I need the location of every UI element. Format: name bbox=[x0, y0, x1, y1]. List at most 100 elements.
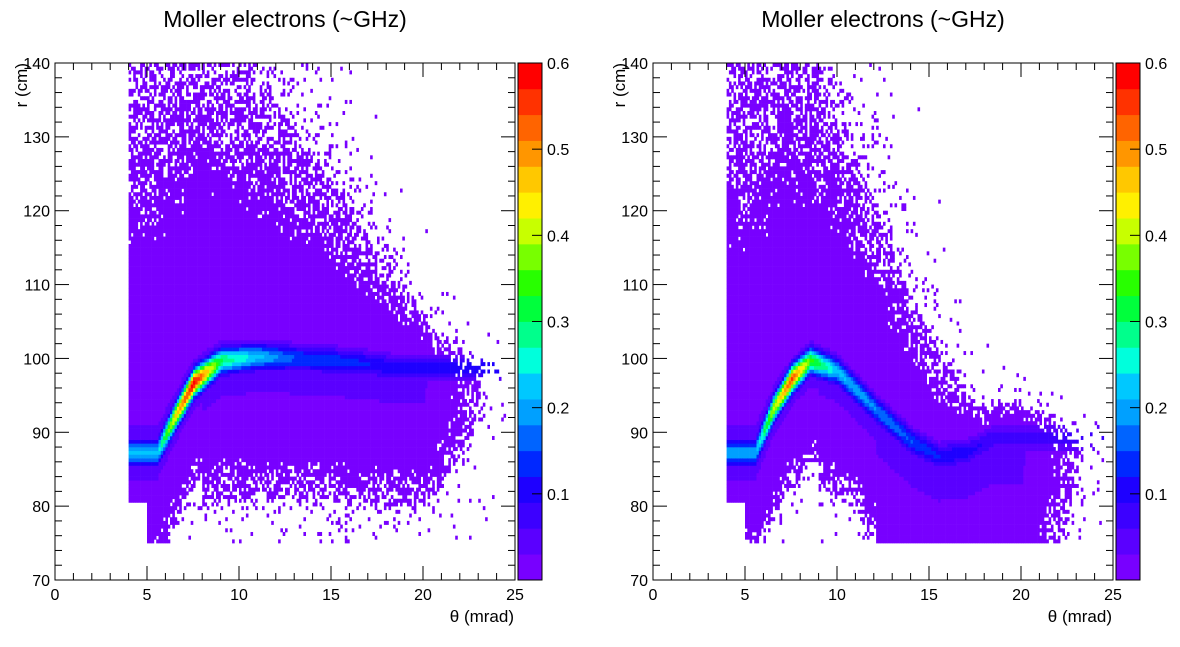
heatmap-cell bbox=[172, 402, 175, 407]
heatmap-cell bbox=[186, 207, 189, 212]
heatmap-cell bbox=[197, 443, 201, 448]
heatmap-cell bbox=[222, 399, 226, 404]
heatmap-cell bbox=[165, 207, 168, 212]
heatmap-cell bbox=[167, 284, 171, 289]
heatmap-cell bbox=[220, 373, 224, 378]
heatmap-cell bbox=[140, 299, 143, 304]
heatmap-cell bbox=[163, 107, 166, 112]
heatmap-cell bbox=[188, 380, 191, 385]
heatmap-cell bbox=[202, 247, 205, 252]
heatmap-cell bbox=[197, 354, 201, 359]
heatmap-cell bbox=[151, 413, 155, 418]
heatmap-cell bbox=[147, 118, 150, 123]
heatmap-cell bbox=[197, 96, 201, 101]
heatmap-cell bbox=[149, 140, 152, 145]
heatmap-cell bbox=[199, 255, 203, 260]
heatmap-cell bbox=[160, 513, 164, 518]
heatmap-cell bbox=[193, 162, 196, 167]
heatmap-cell bbox=[170, 461, 173, 466]
heatmap-cell bbox=[204, 184, 208, 189]
heatmap-cell bbox=[149, 262, 152, 267]
heatmap-cell bbox=[195, 170, 198, 175]
heatmap-cell bbox=[179, 439, 182, 444]
heatmap-cell bbox=[165, 376, 168, 381]
heatmap-cell bbox=[202, 465, 205, 470]
heatmap-cell bbox=[199, 251, 203, 256]
heatmap-cell bbox=[130, 428, 134, 433]
heatmap-cell bbox=[199, 417, 203, 422]
heatmap-cell bbox=[202, 487, 205, 492]
heatmap-cell bbox=[140, 458, 143, 463]
heatmap-cell bbox=[137, 321, 141, 326]
heatmap-cell bbox=[211, 144, 214, 149]
heatmap-cell bbox=[147, 376, 150, 381]
heatmap-cell bbox=[158, 524, 162, 529]
heatmap-cell bbox=[130, 258, 134, 263]
heatmap-cell bbox=[149, 458, 152, 463]
heatmap-cell bbox=[202, 125, 205, 130]
heatmap-cell bbox=[174, 443, 178, 448]
heatmap-cell bbox=[135, 284, 139, 289]
heatmap-cell bbox=[130, 195, 134, 200]
heatmap-cell bbox=[211, 321, 214, 326]
heatmap-cell bbox=[165, 140, 168, 145]
heatmap-cell bbox=[218, 203, 221, 208]
heatmap-cell bbox=[193, 184, 196, 189]
heatmap-cell bbox=[213, 424, 217, 429]
heatmap-cell bbox=[140, 487, 143, 492]
heatmap-cell bbox=[140, 339, 143, 344]
heatmap-cell bbox=[234, 328, 237, 333]
heatmap-cell bbox=[151, 299, 155, 304]
heatmap-cell bbox=[211, 118, 214, 123]
heatmap-cell bbox=[195, 63, 198, 67]
heatmap-cell bbox=[135, 458, 139, 463]
heatmap-cell bbox=[213, 450, 217, 455]
heatmap-cell bbox=[229, 469, 233, 474]
heatmap-cell bbox=[172, 284, 175, 289]
heatmap-cell bbox=[220, 432, 224, 437]
heatmap-cell bbox=[153, 424, 157, 429]
heatmap-cell bbox=[163, 410, 166, 415]
heatmap-cell bbox=[135, 184, 139, 189]
heatmap-cell bbox=[195, 362, 198, 367]
heatmap-cell bbox=[133, 424, 136, 429]
heatmap-cell bbox=[206, 343, 210, 348]
heatmap-cell bbox=[170, 406, 173, 411]
heatmap-cell bbox=[234, 291, 237, 296]
heatmap-cell bbox=[222, 325, 226, 330]
heatmap-cell bbox=[195, 391, 198, 396]
heatmap-cell bbox=[216, 277, 219, 282]
heatmap-cell bbox=[170, 243, 173, 248]
heatmap-cell bbox=[153, 299, 157, 304]
heatmap-cell bbox=[172, 74, 175, 79]
heatmap-cell bbox=[140, 310, 143, 315]
heatmap-cell bbox=[151, 498, 155, 503]
heatmap-cell bbox=[193, 480, 196, 485]
heatmap-cell bbox=[218, 284, 221, 289]
heatmap-cell bbox=[140, 85, 143, 90]
heatmap-cell bbox=[165, 461, 168, 466]
heatmap-cell bbox=[206, 280, 210, 285]
heatmap-cell bbox=[190, 111, 194, 115]
heatmap-cell bbox=[190, 255, 194, 260]
heatmap-cell bbox=[222, 210, 226, 215]
heatmap-cell bbox=[179, 229, 182, 234]
heatmap-cell bbox=[225, 332, 228, 337]
heatmap-cell bbox=[156, 280, 159, 285]
heatmap-cell bbox=[225, 472, 228, 477]
heatmap-cell bbox=[167, 454, 171, 459]
heatmap-cell bbox=[158, 314, 162, 319]
heatmap-cell bbox=[176, 487, 180, 492]
heatmap-cell bbox=[153, 417, 157, 422]
heatmap-cell bbox=[206, 184, 210, 189]
heatmap-cell bbox=[167, 369, 171, 374]
heatmap-cell bbox=[130, 380, 134, 385]
heatmap-cell bbox=[163, 535, 166, 540]
heatmap-cell bbox=[128, 413, 132, 418]
heatmap-cell bbox=[149, 399, 152, 404]
heatmap-cell bbox=[176, 443, 180, 448]
heatmap-cell bbox=[128, 225, 132, 230]
heatmap-cell bbox=[176, 373, 180, 378]
heatmap-cell bbox=[153, 192, 157, 197]
heatmap-cell bbox=[160, 273, 164, 278]
